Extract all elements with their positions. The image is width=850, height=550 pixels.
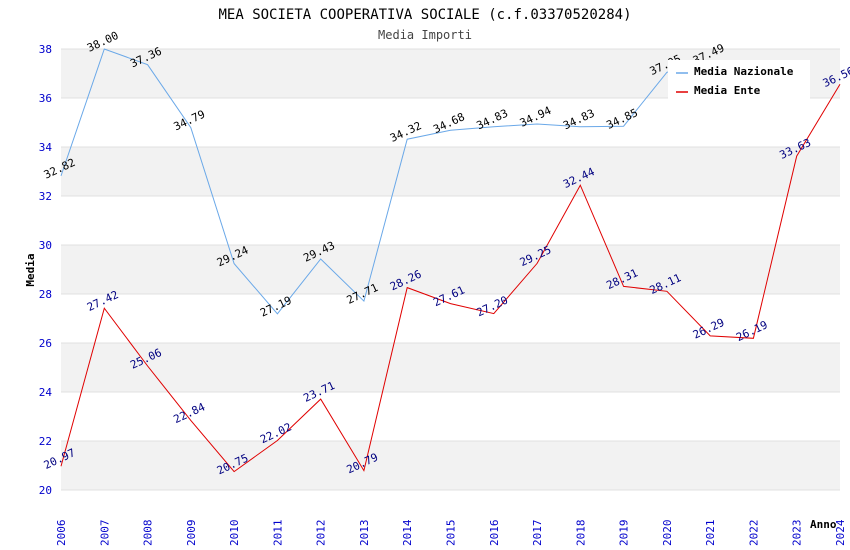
series-lines bbox=[60, 48, 841, 473]
gridlines bbox=[61, 48, 840, 491]
band bbox=[61, 245, 840, 294]
x-axis-ticks: 2006 2007 2008 2009 2010 2011 2012 2013 2014 2015… bbox=[55, 519, 847, 546]
x-tick-label: 2022 bbox=[747, 520, 760, 547]
x-tick-label: 2010 bbox=[228, 520, 241, 547]
y-tick-label: 34 bbox=[39, 141, 53, 154]
x-tick-label: 2008 bbox=[142, 520, 155, 547]
chart-title: MEA SOCIETA COOPERATIVA SOCIALE (c.f.033… bbox=[218, 7, 631, 23]
data-label: 34.79 bbox=[172, 108, 208, 134]
x-axis-label: Anno bbox=[810, 518, 837, 531]
y-axis-label: Media bbox=[24, 253, 37, 286]
legend: Media Nazionale Media Ente bbox=[668, 60, 810, 102]
y-tick-label: 36 bbox=[39, 92, 52, 105]
data-label: 34.94 bbox=[518, 104, 554, 130]
data-label: 22.84 bbox=[172, 400, 208, 426]
x-tick-label: 2023 bbox=[791, 520, 804, 547]
x-tick-label: 2012 bbox=[315, 520, 328, 547]
y-tick-label: 28 bbox=[39, 288, 52, 301]
x-tick-label: 2011 bbox=[271, 520, 284, 547]
data-label: 27.20 bbox=[475, 294, 511, 320]
band bbox=[61, 441, 840, 490]
data-label: 34.83 bbox=[475, 107, 511, 133]
x-tick-label: 2007 bbox=[98, 520, 111, 547]
y-tick-label: 32 bbox=[39, 190, 52, 203]
x-tick-label: 2015 bbox=[445, 520, 458, 547]
chart-subtitle: Media Importi bbox=[378, 28, 472, 42]
y-tick-label: 20 bbox=[39, 484, 52, 497]
legend-label-media-nazionale: Media Nazionale bbox=[694, 65, 794, 78]
x-tick-label: 2020 bbox=[661, 520, 674, 547]
x-tick-label: 2006 bbox=[55, 520, 68, 547]
x-tick-label: 2013 bbox=[358, 520, 371, 547]
legend-box bbox=[668, 60, 810, 102]
y-tick-label: 26 bbox=[39, 337, 52, 350]
data-label: 26.29 bbox=[691, 316, 727, 342]
x-tick-label: 2024 bbox=[834, 519, 847, 546]
background-bands bbox=[61, 49, 840, 490]
data-label: 26.19 bbox=[734, 318, 770, 344]
x-tick-label: 2019 bbox=[618, 520, 631, 547]
band bbox=[61, 343, 840, 392]
data-label: 34.68 bbox=[431, 110, 467, 136]
x-tick-label: 2018 bbox=[574, 520, 587, 547]
x-tick-label: 2017 bbox=[531, 520, 544, 547]
y-tick-label: 22 bbox=[39, 435, 52, 448]
y-tick-label: 30 bbox=[39, 239, 52, 252]
x-tick-label: 2009 bbox=[185, 520, 198, 547]
legend-label-media-ente: Media Ente bbox=[694, 84, 761, 97]
y-axis-ticks: 20 22 24 26 28 30 32 34 36 38 bbox=[39, 43, 53, 497]
data-label: 34.32 bbox=[388, 119, 424, 145]
y-tick-label: 38 bbox=[39, 43, 52, 56]
data-label: 34.85 bbox=[604, 106, 640, 132]
x-tick-label: 2021 bbox=[704, 520, 717, 547]
series-line-media-ente bbox=[60, 84, 841, 473]
y-tick-label: 24 bbox=[39, 386, 53, 399]
x-tick-label: 2014 bbox=[401, 519, 414, 546]
series-line-media-nazionale bbox=[60, 48, 711, 315]
band bbox=[61, 147, 840, 196]
x-tick-label: 2016 bbox=[488, 520, 501, 547]
data-label: 34.83 bbox=[561, 107, 597, 133]
